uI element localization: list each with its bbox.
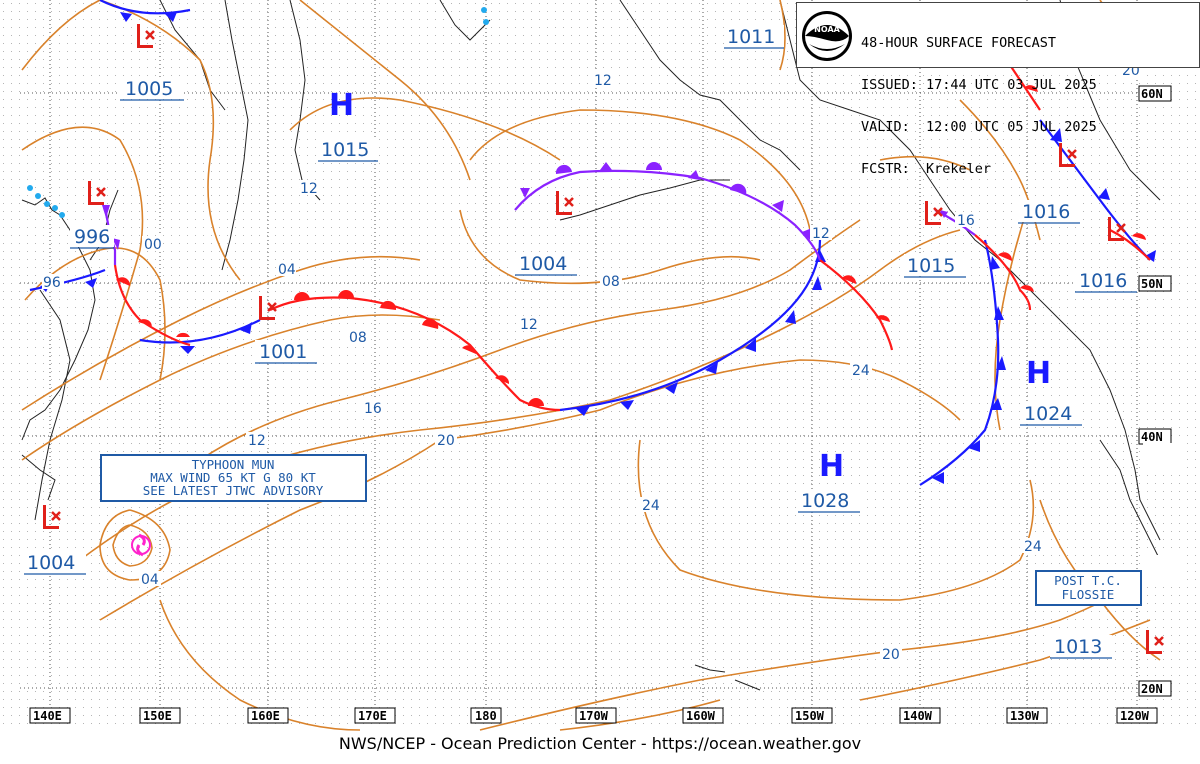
pressure-label-low: 1004 [27,552,75,574]
warm-front-central [269,296,561,412]
high-symbols: H H H [329,88,1051,484]
warm-front-coast [1109,229,1151,261]
isobar-label: 24 [852,363,870,379]
isobar-label: 08 [349,330,367,346]
pressure-label-high: 1024 [1024,403,1072,425]
occluded-front-symbols [102,162,948,250]
footer-credit: NWS/NCEP - Ocean Prediction Center - htt… [338,734,862,753]
cold-fronts [29,0,1151,486]
longitude-label: 170E [358,709,387,723]
noaa-logo-icon: NOAA [802,11,852,61]
isobar-label: 20 [437,433,455,449]
pressure-label-low: 1011 [727,26,775,48]
isobar-label: 12 [812,226,830,242]
longitude-label: 170W [579,709,609,723]
pressure-label-high: 1015 [321,139,369,161]
isobar-label: 16 [957,213,975,229]
occluded-front-kamchatka [103,204,117,265]
cold-front-central [559,239,822,412]
cold-front-east [919,239,1000,486]
typhoon-annotation-line: SEE LATEST JTWC ADVISORY [143,483,324,498]
pressure-label-low: 1013 [1054,636,1102,658]
isobar-label: 24 [642,498,660,514]
island-dots [27,7,489,218]
warm-front-bumps [116,85,1146,406]
typhoon-annotation-line: TYPHOON MUN [192,457,275,472]
longitude-label: 180 [475,709,497,723]
latitude-label: 40N [1141,430,1163,444]
pressure-label-low: 1015 [907,255,955,277]
pressure-label-low: 1016 [1079,270,1127,292]
pressure-label-high: 1028 [801,490,849,512]
longitude-label: 140W [903,709,933,723]
warm-front-gulf [819,259,894,351]
isobar-label: 16 [364,401,382,417]
high-symbol: H [1026,356,1051,391]
pressure-label-low: 996 [74,226,110,248]
isobar-label: 12 [520,317,538,333]
latitude-label: 60N [1141,87,1163,101]
pressure-label-low: 1001 [259,341,307,363]
title-line-issued: ISSUED: 17:44 UTC 03 JUL 2025 [861,77,1097,93]
typhoon-annotation-line: MAX WIND 65 KT G 80 KT [150,470,316,485]
high-symbol: H [819,449,844,484]
typhoon-icon [131,533,151,557]
post-tc-annotation-line: FLOSSIE [1062,587,1115,602]
isobar-label: 08 [602,274,620,290]
title-box: NOAA 48-HOUR SURFACE FORECAST ISSUED: 17… [796,2,1200,176]
isobar-label: 12 [594,73,612,89]
latitude-label: 20N [1141,682,1163,696]
high-symbol: H [329,88,354,123]
isobar-label: 04 [141,572,159,588]
isobar-label: 00 [144,237,162,253]
title-line-forecaster: FCSTR: Krekeler [861,161,992,177]
isobar-label: 12 [300,181,318,197]
pressure-label-low: 1004 [519,253,567,275]
latitude-label: 50N [1141,277,1163,291]
edge-markers [1143,443,1183,580]
isobar-label: 24 [1024,539,1042,555]
isobar-label: 12 [248,433,266,449]
longitude-label: 130W [1010,709,1040,723]
occluded-front-bering [514,169,822,261]
title-line-valid: VALID: 12:00 UTC 05 JUL 2025 [861,119,1097,135]
warm-front-east [974,234,1032,311]
cold-front-west [29,268,106,292]
longitude-label: 150E [143,709,172,723]
typhoon-annotation: TYPHOON MUN MAX WIND 65 KT G 80 KT SEE L… [100,454,367,502]
pressure-label-low: 1016 [1022,201,1070,223]
cold-front-barbs [40,12,1156,484]
warm-front-west [113,264,191,347]
pressure-label-low: 1005 [125,78,173,100]
post-tc-annotation-line: POST T.C. [1054,573,1122,588]
isobar-label: 04 [278,262,296,278]
longitude-label: 160W [686,709,716,723]
post-tc-annotation: POST T.C. FLOSSIE [1035,570,1142,606]
longitude-label: 150W [795,709,825,723]
cold-front-coast [1039,119,1151,261]
title-line-product: 48-HOUR SURFACE FORECAST [861,35,1057,51]
longitude-label: 120W [1120,709,1150,723]
cold-front-top [99,0,191,15]
longitude-label: 140E [33,709,62,723]
coastlines [21,0,1161,691]
longitude-label: 160E [251,709,280,723]
noaa-logo-text: NOAA [814,25,840,34]
isobar-label: 96 [43,275,61,291]
isobar-label: 20 [882,647,900,663]
